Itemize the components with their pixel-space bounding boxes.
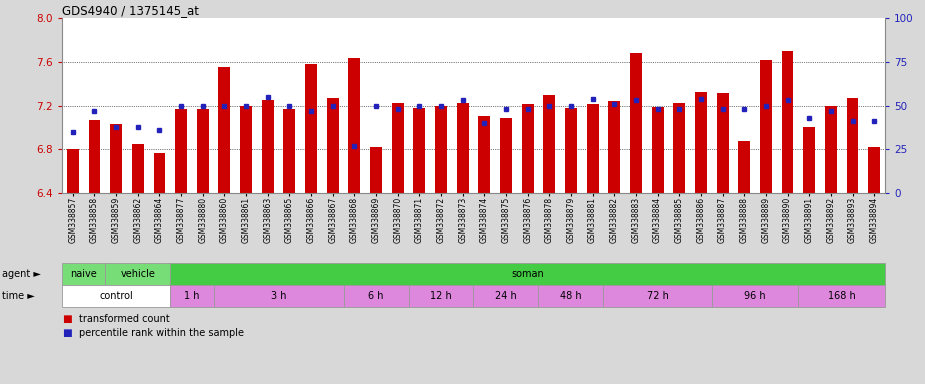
- Bar: [869, 147, 880, 193]
- Text: ■: ■: [62, 328, 72, 338]
- Bar: [457, 103, 469, 193]
- Bar: [695, 93, 707, 193]
- Bar: [825, 106, 837, 193]
- Bar: [105, 263, 170, 285]
- Bar: [170, 263, 885, 285]
- Bar: [392, 103, 403, 193]
- Text: ■: ■: [62, 314, 72, 324]
- Text: 96 h: 96 h: [745, 291, 766, 301]
- Bar: [154, 152, 166, 193]
- Bar: [343, 285, 409, 307]
- Bar: [370, 147, 382, 193]
- Text: control: control: [99, 291, 133, 301]
- Bar: [846, 98, 858, 193]
- Text: agent ►: agent ►: [2, 269, 41, 279]
- Bar: [218, 67, 230, 193]
- Text: naive: naive: [70, 269, 97, 279]
- Bar: [543, 94, 555, 193]
- Bar: [132, 144, 143, 193]
- Bar: [409, 285, 474, 307]
- Text: time ►: time ►: [2, 291, 34, 301]
- Bar: [89, 120, 101, 193]
- Bar: [262, 100, 274, 193]
- Bar: [62, 285, 170, 307]
- Text: vehicle: vehicle: [120, 269, 155, 279]
- Bar: [500, 118, 512, 193]
- Text: GDS4940 / 1375145_at: GDS4940 / 1375145_at: [62, 4, 199, 17]
- Bar: [798, 285, 885, 307]
- Text: 6 h: 6 h: [368, 291, 384, 301]
- Bar: [175, 109, 187, 193]
- Bar: [630, 53, 642, 193]
- Text: 3 h: 3 h: [271, 291, 287, 301]
- Bar: [305, 64, 317, 193]
- Bar: [603, 285, 711, 307]
- Text: 24 h: 24 h: [495, 291, 517, 301]
- Bar: [711, 285, 798, 307]
- Text: 12 h: 12 h: [430, 291, 452, 301]
- Bar: [240, 106, 252, 193]
- Text: 48 h: 48 h: [561, 291, 582, 301]
- Bar: [413, 108, 426, 193]
- Bar: [673, 103, 685, 193]
- Bar: [283, 109, 295, 193]
- Bar: [717, 93, 729, 193]
- Bar: [435, 106, 447, 193]
- Bar: [586, 104, 598, 193]
- Bar: [170, 285, 214, 307]
- Bar: [609, 101, 621, 193]
- Bar: [474, 285, 538, 307]
- Bar: [67, 149, 79, 193]
- Bar: [214, 285, 343, 307]
- Text: percentile rank within the sample: percentile rank within the sample: [79, 328, 243, 338]
- Text: soman: soman: [512, 269, 544, 279]
- Bar: [197, 109, 209, 193]
- Text: 1 h: 1 h: [184, 291, 200, 301]
- Bar: [110, 124, 122, 193]
- Text: transformed count: transformed count: [79, 314, 169, 324]
- Text: 72 h: 72 h: [647, 291, 669, 301]
- Bar: [738, 141, 750, 193]
- Bar: [782, 51, 794, 193]
- Bar: [651, 107, 663, 193]
- Bar: [349, 58, 361, 193]
- Text: 168 h: 168 h: [828, 291, 856, 301]
- Bar: [327, 98, 339, 193]
- Bar: [565, 108, 577, 193]
- Bar: [522, 104, 534, 193]
- Bar: [760, 60, 771, 193]
- Bar: [538, 285, 603, 307]
- Bar: [803, 127, 815, 193]
- Bar: [478, 116, 490, 193]
- Bar: [62, 263, 105, 285]
